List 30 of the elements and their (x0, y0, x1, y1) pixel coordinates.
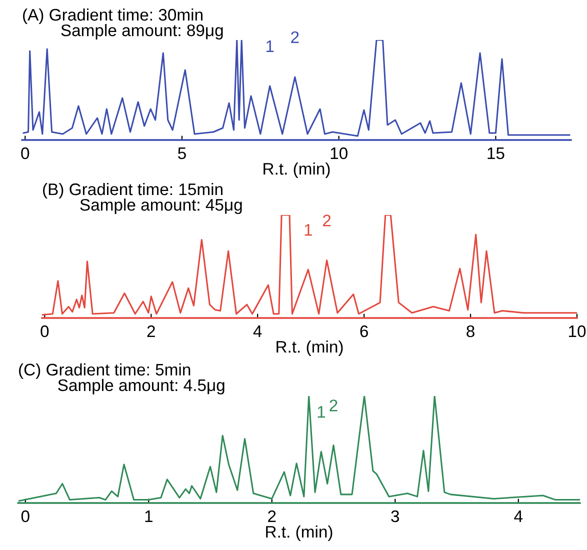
annotation: 2 (323, 214, 331, 226)
chart-subtitle: Sample amount: 89μg (61, 24, 223, 40)
x-axis-title: R.t. (min) (264, 162, 330, 178)
x-tick-label: 5 (178, 148, 186, 160)
x-tick-label: 2 (147, 325, 155, 338)
x-tick-label: 8 (466, 325, 474, 338)
annotation: 2 (291, 31, 299, 43)
x-tick-label: 2 (268, 510, 276, 522)
chart-subtitle: Sample amount: 4.5μg (58, 378, 224, 394)
x-tick-label: 0 (21, 147, 30, 160)
chart-title: (C) Gradient time: 5min (19, 363, 190, 379)
x-tick-label: 4 (253, 326, 262, 338)
x-tick-label: 4 (514, 510, 523, 522)
x-tick-label: 3 (391, 510, 400, 522)
x-tick-label: 1 (145, 510, 152, 522)
chart-title: (B) Gradient time: 15min (43, 182, 222, 199)
annotation: 1 (266, 40, 274, 52)
x-axis-title: R.t. (min) (266, 525, 332, 542)
chart-subtitle: Sample amount: 45μg (80, 198, 242, 214)
x-tick-label: 10 (330, 147, 348, 160)
x-tick-label: 0 (40, 325, 49, 338)
x-tick-label: 15 (488, 148, 504, 160)
chart-title: (A) Gradient time: 30min (23, 8, 202, 24)
annotation: 1 (304, 224, 312, 236)
x-tick-label: 6 (360, 325, 368, 338)
annotation: 1 (318, 406, 326, 418)
x-tick-label: 0 (21, 510, 30, 522)
x-tick-label: 10 (569, 325, 586, 338)
x-axis-title: R.t. (min) (276, 340, 343, 356)
annotation: 2 (330, 400, 338, 412)
